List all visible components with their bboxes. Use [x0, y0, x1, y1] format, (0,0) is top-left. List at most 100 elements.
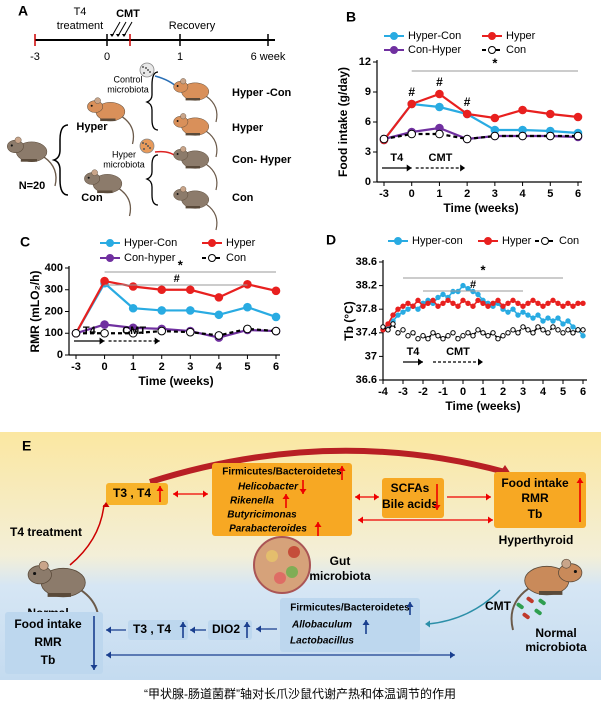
data-point: [390, 321, 396, 327]
data-point: [425, 300, 431, 306]
data-point: [185, 327, 195, 337]
x-tick-label: 4: [540, 386, 547, 398]
data-point: [445, 333, 451, 339]
data-point: [400, 309, 406, 315]
data-point: [495, 336, 501, 342]
arrow-head: [478, 358, 483, 366]
mouse-legs: [20, 159, 37, 162]
mouse-tail: [121, 116, 135, 145]
arrow-head: [406, 164, 412, 172]
brace: [145, 154, 159, 206]
data-point: [550, 297, 556, 304]
bacteria-name: Butyricimonas: [227, 510, 297, 521]
microbe-dot: [145, 67, 147, 69]
data-point: [395, 312, 401, 318]
data-point: [485, 333, 491, 339]
group-outcome: Con- Hyper: [232, 154, 292, 166]
arrow-head: [156, 486, 164, 491]
arrow-head: [460, 164, 466, 172]
metabolite-label: SCFAs: [391, 481, 430, 495]
legend-marker: [208, 239, 216, 247]
arrow-head: [486, 493, 491, 501]
legend-marker: [390, 46, 398, 54]
data-point: [435, 294, 441, 301]
legend-marker: [208, 254, 216, 262]
data-point: [100, 276, 109, 286]
data-point: [100, 320, 109, 329]
arrow-head: [338, 466, 346, 471]
microbiota-label: Control: [113, 74, 142, 84]
x-tick-label: 3: [187, 361, 193, 373]
group-outcome: Hyper -Con: [232, 87, 292, 99]
data-point: [271, 326, 281, 336]
data-point: [435, 102, 444, 112]
bacteria-box: [280, 598, 420, 652]
legend-label: Con: [226, 252, 246, 264]
gut-detail: [274, 572, 286, 584]
x-tick-label: 0: [102, 361, 108, 373]
data-point: [185, 285, 195, 295]
arrow-head: [99, 337, 105, 345]
arrow-head: [314, 522, 322, 527]
arrow-head: [106, 651, 111, 659]
data-point: [515, 300, 521, 306]
treatment-label: T4: [407, 346, 421, 358]
microbiota-label: microbiota: [107, 84, 149, 94]
cmt-arrow: [123, 21, 133, 37]
transfer-arrow: [427, 589, 501, 625]
legend-label: Hyper-con: [412, 235, 463, 247]
bacteria-name: Allobaculum: [291, 620, 352, 631]
legend-marker: [484, 237, 492, 245]
microbiota-label: Normal: [535, 626, 576, 640]
bacteria-label: Firmicutes/Bacteroidetes: [222, 467, 342, 478]
arrow-head: [115, 34, 121, 37]
data-point: [565, 327, 571, 333]
data-point: [435, 303, 441, 309]
legend-label: Hyper: [502, 235, 532, 247]
enzyme-box: [208, 620, 252, 640]
arrow-head: [109, 34, 115, 37]
data-point: [425, 336, 431, 342]
data-point: [535, 312, 541, 318]
bacteria-label: Firmicutes/Bacteroidetes: [290, 603, 410, 614]
legend-marker: [106, 239, 114, 247]
data-point: [575, 300, 581, 306]
data-point: [545, 315, 551, 321]
gut-detail: [288, 546, 300, 558]
data-point: [518, 105, 527, 115]
mouse-legs: [185, 133, 200, 136]
significance-mark: *: [178, 257, 184, 272]
data-point: [570, 303, 576, 309]
legend-marker: [541, 237, 549, 245]
arrow-head: [418, 358, 423, 366]
arrow-head: [576, 478, 584, 483]
x-tick-label: 0: [460, 386, 466, 398]
data-point: [545, 300, 551, 306]
data-point: [395, 306, 401, 312]
mouse-ear: [180, 113, 187, 120]
x-tick-label: 3: [492, 188, 498, 200]
data-point: [540, 318, 546, 324]
cmt-arrow: [111, 21, 121, 37]
data-point: [405, 306, 411, 312]
data-point: [435, 129, 444, 139]
microbe-icon: [534, 608, 542, 616]
x-tick-label: -3: [379, 188, 389, 200]
bacteria-name: Rikenella: [230, 496, 274, 507]
y-tick-label: 37.4: [356, 327, 378, 339]
x-tick-label: 2: [159, 361, 165, 373]
y-axis-label: Tb (°C): [342, 301, 356, 340]
data-point: [505, 309, 511, 315]
data-point: [435, 89, 444, 99]
microbe-dot: [143, 148, 145, 150]
data-point: [462, 134, 472, 144]
x-tick-label: -1: [438, 386, 448, 398]
data-point: [555, 315, 561, 321]
x-tick-label: 4: [216, 361, 223, 373]
treatment-label: T4: [83, 325, 97, 337]
data-point: [570, 324, 576, 330]
data-point: [490, 330, 496, 336]
mouse-eye: [176, 85, 179, 87]
arrow-head: [179, 622, 187, 627]
data-point: [540, 327, 546, 333]
